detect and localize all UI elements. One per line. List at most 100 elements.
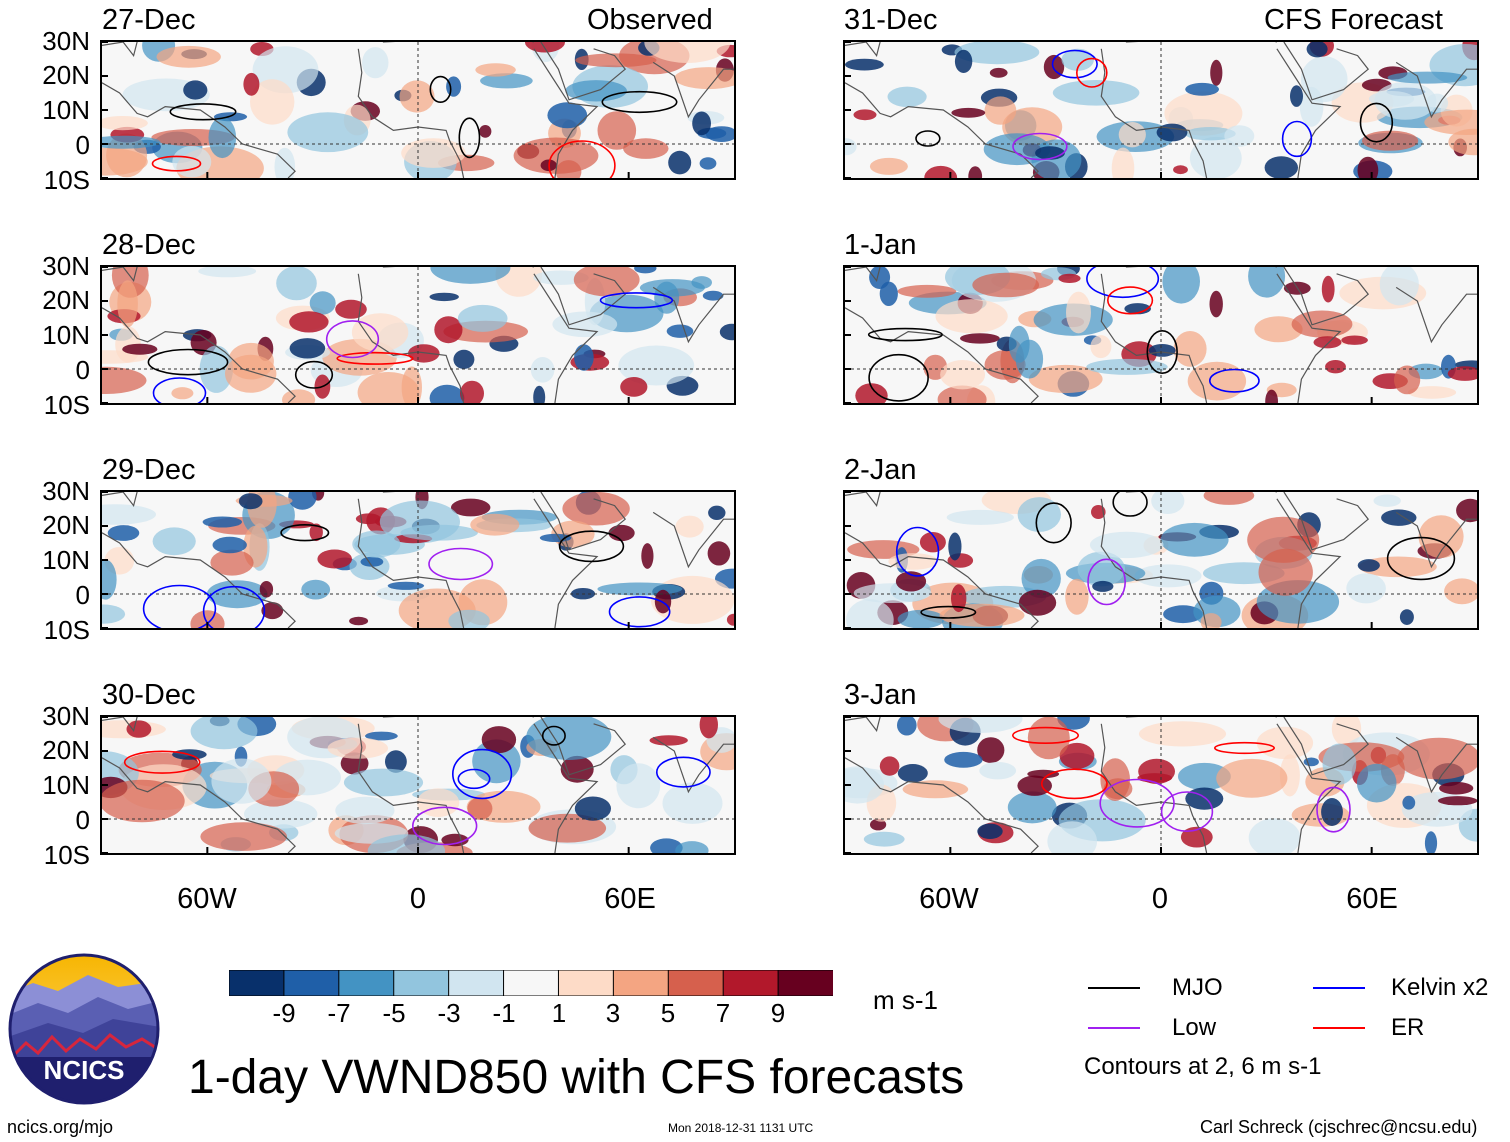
anomaly-shade [212, 536, 247, 554]
coastline [1276, 273, 1342, 403]
anomaly-shade [960, 333, 1000, 344]
anomaly-shade [1028, 364, 1103, 394]
panel-date-label: 1-Jan [844, 229, 917, 261]
colorbar-swatch [228, 969, 285, 997]
lon-tick: 60E [604, 883, 656, 915]
coastline [533, 723, 599, 853]
panel-date-label: 30-Dec [102, 679, 196, 711]
anomaly-shade [863, 831, 905, 847]
anomaly-shade [335, 299, 367, 319]
anomaly-shade [288, 492, 317, 510]
coastline [357, 723, 465, 853]
anomaly-shade [360, 556, 384, 567]
lat-tick: 10N [42, 320, 90, 350]
colorbar-tick: 9 [770, 998, 786, 1028]
coastline [1100, 723, 1208, 853]
anomaly-shade [1184, 127, 1236, 141]
anomaly-shade [470, 513, 520, 536]
anomaly-shade [853, 109, 877, 121]
anomaly-shade [1373, 494, 1401, 507]
anomaly-shade [362, 47, 389, 79]
anomaly-shade [200, 822, 287, 851]
contour-line [457, 768, 491, 790]
coastline [652, 61, 734, 119]
anomaly-shade [401, 138, 466, 168]
observed-header: Observed [587, 4, 713, 36]
anomaly-shade [887, 86, 927, 107]
anomaly-shade [1322, 743, 1357, 785]
lon-tick: 0 [409, 883, 427, 915]
contour-line [1213, 741, 1275, 755]
anomaly-shade [666, 324, 694, 338]
anomaly-shade [726, 613, 734, 626]
anomaly-shade [1111, 147, 1135, 178]
coastline [533, 48, 599, 178]
anomaly-shade [429, 292, 459, 302]
coastline [540, 492, 627, 551]
lat-tick: 10N [42, 95, 90, 125]
lat-tick: 30N [42, 701, 90, 731]
contour-line [152, 377, 207, 403]
anomaly-shade [126, 720, 152, 738]
colorbar-tick: -3 [437, 998, 461, 1028]
anomaly-shade [1248, 818, 1301, 853]
anomaly-shade [940, 360, 986, 390]
anomaly-shade [1018, 589, 1057, 616]
anomaly-shade [1224, 125, 1255, 147]
coastline [1100, 498, 1208, 628]
anomaly-shade [1362, 130, 1419, 151]
anomaly-shade [327, 737, 388, 759]
anomaly-shade [946, 509, 1014, 525]
coastline [357, 48, 465, 178]
anomaly-shade [1381, 509, 1417, 526]
anomaly-shade [152, 527, 196, 556]
coastline [102, 82, 296, 178]
anomaly-shade [202, 516, 242, 528]
website-link[interactable]: ncics.org/mjo [7, 1117, 114, 1137]
anomaly-shade [634, 267, 657, 274]
anomaly-shade [261, 602, 284, 620]
anomaly-shade [467, 797, 493, 820]
map-panel-observed-2 [100, 265, 736, 405]
coastline [1283, 717, 1370, 776]
anomaly-shade [434, 316, 463, 344]
anomaly-shade [1359, 556, 1437, 578]
lat-tick: 10S [43, 840, 90, 870]
anomaly-shade [243, 72, 260, 96]
coastline [845, 82, 1039, 178]
anomaly-shade [708, 505, 726, 520]
anomaly-shade [156, 45, 221, 68]
anomaly-shade [208, 117, 237, 159]
anomaly-shade [102, 779, 185, 823]
anomaly-shade [845, 766, 884, 804]
anomaly-shade [385, 750, 407, 773]
anomaly-shade [951, 584, 967, 613]
coastline [1283, 42, 1370, 101]
anomaly-shade [1164, 91, 1243, 136]
anomaly-shade [1456, 498, 1477, 523]
anomaly-shade [282, 389, 316, 403]
anomaly-shade [1156, 123, 1188, 142]
anomaly-shade [453, 349, 475, 369]
colorbar-swatch [503, 969, 560, 997]
anomaly-shade [1035, 146, 1065, 160]
contour-line [608, 596, 671, 628]
legend-label-low: Low [1172, 1014, 1217, 1041]
colorbar-swatch [667, 969, 725, 997]
anomaly-shade [699, 157, 717, 170]
contour-line [1051, 49, 1098, 79]
anomaly-shade [451, 498, 491, 517]
anomaly-shade [897, 284, 957, 298]
lat-tick: 0 [75, 130, 90, 160]
anomaly-shade [719, 323, 734, 341]
anomaly-shade [1394, 365, 1421, 395]
coastline [102, 717, 138, 732]
anomaly-shade [1047, 821, 1097, 853]
map-panel-observed-4 [100, 715, 736, 855]
lat-tick: 10S [43, 390, 90, 420]
lat-tick: 20N [42, 285, 90, 315]
anomaly-shade [1437, 796, 1477, 806]
lat-tick: 30N [42, 476, 90, 506]
ncics-logo: NCICS [8, 953, 160, 1105]
anomaly-shade [351, 313, 409, 352]
